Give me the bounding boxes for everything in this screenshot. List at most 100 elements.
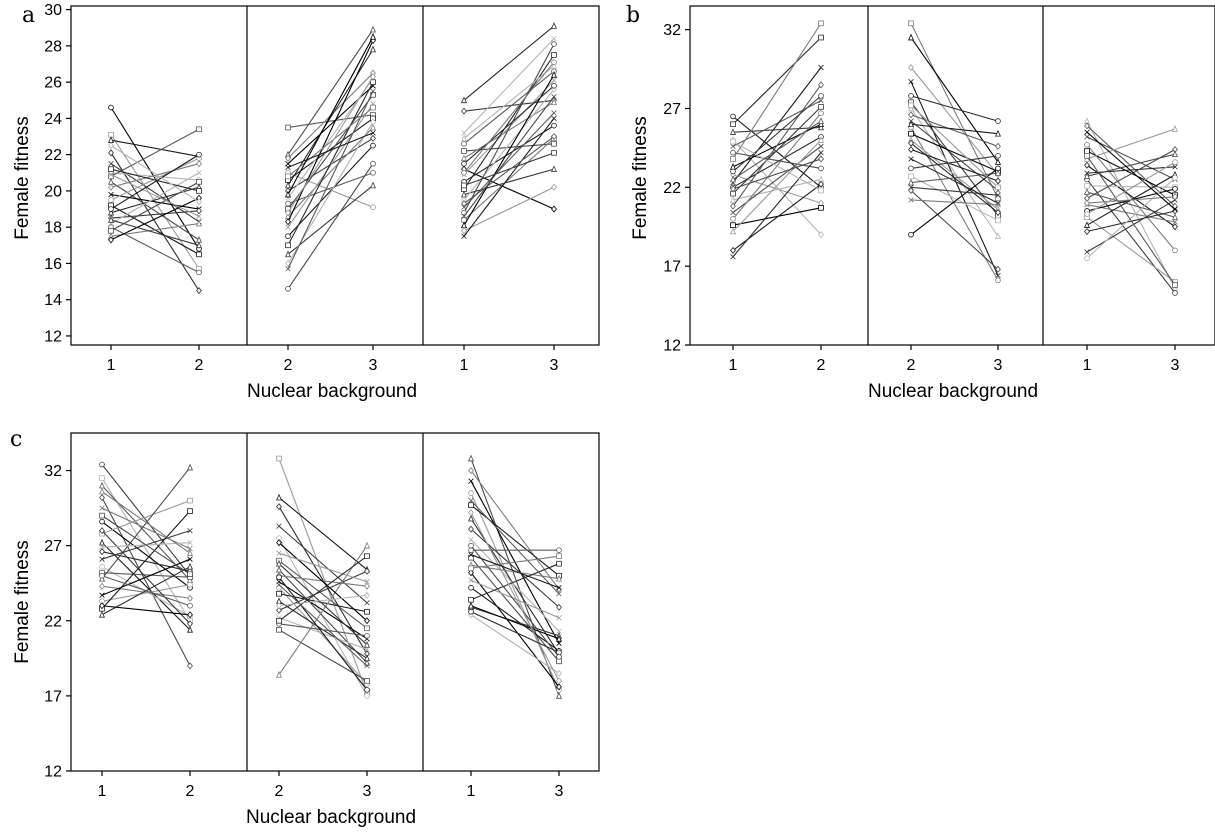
panel-a-sub2-line-22	[287, 36, 374, 195]
panel-a-y-axis-title: Female fitness	[12, 116, 33, 240]
panel-b-sub3-point-6-end	[1171, 125, 1179, 132]
panel-a-sub2-point-22-start	[284, 190, 292, 198]
panel-b-sub2-point-13-start	[908, 145, 914, 154]
panel-b-sub3-point-14-end	[1172, 186, 1178, 192]
panel-c-sub3-point-12-start	[468, 569, 474, 577]
panel-c-sub3-line-7	[470, 528, 560, 608]
panel-a-sub2-point-14-start	[285, 224, 291, 230]
panel-a-sub1-line-16	[110, 226, 200, 273]
panel-c-sub3-line-17	[470, 614, 560, 674]
panel-b-sub3-point-6-start	[1083, 155, 1091, 162]
panel-b-sub3-point-11-end	[1171, 213, 1179, 221]
panel-a-sub2-point-15-start	[285, 233, 291, 240]
panel-b-sub3-line-22	[1086, 196, 1176, 204]
panel-b-sub1-line-18	[732, 139, 822, 232]
panel-c-sub1-point-18-start	[98, 610, 106, 618]
panel-b-sub1-point-14-start	[730, 202, 736, 210]
panel-b-sub3-line-19	[1086, 177, 1176, 259]
panel-a-sub2-line-23	[287, 76, 374, 213]
panel-b-sub3-line-5	[1086, 150, 1176, 196]
panel-b-sub1-point-18-start	[729, 227, 737, 235]
panel-c-sub2-line-16	[278, 629, 368, 682]
panel-a-sub3-point-6-start	[460, 154, 468, 162]
panel-b-sub3-line-20	[1086, 155, 1176, 286]
panel-b-sub2-point-10-end	[995, 277, 1001, 284]
panel-c-sub2-line-7	[278, 569, 368, 664]
panel-a-sub2-point-19-start	[285, 266, 291, 272]
panel-b-sub2-point-7-end	[994, 232, 1002, 240]
panel-c-sub1-point-10-start	[99, 556, 105, 562]
panel-a-sub3-line-12	[463, 89, 555, 201]
panel-a-y-tick-label: 14	[44, 292, 62, 309]
panel-a-sub2-point-1-start	[285, 124, 291, 131]
panel-c-sub3-line-12	[470, 572, 560, 688]
panel-c-sub1-line-21	[101, 575, 191, 607]
panel-c-sub2-point-21-end	[364, 553, 370, 559]
panel-b-sub3-point-20-end	[1172, 282, 1178, 288]
panel-c-sub3-point-18-start	[468, 497, 474, 504]
panel-a-sub1-point-15-end	[196, 170, 202, 176]
panel-c-sub2-point-22-end	[363, 640, 371, 648]
panel-a-sub1-point-4-end	[196, 287, 202, 295]
panel-b-sub2-point-5-end	[995, 118, 1001, 124]
panel-c-sub2-line-4	[278, 525, 368, 604]
panel-c-sub1-point-9-start	[99, 548, 105, 556]
panel-a-sub1-line-4	[110, 152, 200, 291]
panel-a-sub3-point-16-end	[550, 71, 558, 78]
panel-a-sub2-point-21-start	[285, 173, 291, 180]
panel-c-sub3-point-13-start	[468, 577, 474, 583]
panel-b-sub2-point-3-start	[908, 63, 914, 72]
panel-a-sub3-point-10-end	[551, 52, 557, 58]
panel-c-label: c	[10, 427, 22, 452]
panel-a-sub2-point-12-end	[369, 123, 377, 131]
panel-a-sub3-line-3	[463, 38, 555, 134]
panel-b-sub3-point-22-end	[1172, 193, 1178, 201]
panel-b-y-tick-label: 12	[663, 338, 681, 355]
panel-a-sub3-point-6-end	[550, 98, 558, 105]
panel-c-sub2-point-15-end	[364, 632, 370, 639]
panel-c-sub1-point-19-end	[187, 620, 193, 628]
panel-b-sub2-line-6	[910, 101, 999, 217]
panel-c-sub2-point-23-start	[276, 602, 282, 610]
panel-c-sub3-point-1-start	[467, 454, 475, 462]
panel-b-sub1-point-21-end	[818, 93, 824, 99]
panel-c-x-tick-label: 3	[363, 783, 372, 800]
panel-c-sub1-point-21-start	[99, 572, 105, 579]
panel-c-y-tick-label: 22	[44, 613, 62, 630]
panel-b-sub3-point-22-start	[1084, 199, 1090, 207]
panel-c-sub1-point-4-start	[99, 494, 105, 502]
panel-c-sub2-line-18	[278, 542, 368, 622]
panel-b-sub2-line-22	[910, 123, 999, 135]
panel-b-sub3-point-23-end	[1172, 206, 1178, 213]
panel-a-sub2-point-10-end	[370, 169, 376, 176]
panel-a-sub3-point-14-end	[551, 41, 557, 47]
panel-c-sub2-point-24-end	[364, 663, 370, 669]
panel-a-sub2-point-10-start	[285, 200, 291, 207]
panel-c-sub2-point-17-end	[363, 541, 371, 549]
panel-c-sub3-point-22-end	[556, 677, 562, 685]
panel-c-sub3-point-8-start	[468, 536, 474, 543]
panel-a-sub3-line-23	[463, 96, 555, 217]
panel-c-sub3-point-24-start	[468, 608, 474, 615]
panel-a-sub1-point-14-end	[196, 207, 202, 215]
panel-b-sub1-point-6-end	[818, 165, 824, 172]
panel-a-sub1-line-24	[110, 145, 200, 203]
panel-a-sub1-line-23	[110, 219, 200, 246]
panel-c-x-tick-label: 2	[186, 783, 195, 800]
panel-a-sub1-line-13	[110, 186, 200, 214]
panel-c-sub3-line-14	[470, 587, 560, 652]
panel-a-sub1-line-10	[110, 193, 200, 210]
panel-b-sub3-point-19-start	[1084, 255, 1090, 262]
panel-a-y-tick-label: 26	[44, 75, 62, 92]
panel-b-sub2-line-8	[910, 114, 999, 147]
panel-a-y-tick-label: 20	[44, 183, 62, 200]
panel-b-sub2-line-23	[910, 142, 999, 213]
panel-b-sub1-point-16-start	[730, 216, 736, 222]
panel-c-sub3-point-19-start	[468, 542, 474, 549]
panel-c-sub2-point-16-end	[364, 678, 370, 684]
panel-c-sub1-line-5	[101, 507, 191, 550]
panel-b-sub2-point-11-start	[908, 130, 914, 137]
panel-c-sub3-point-20-start	[468, 565, 474, 571]
panel-b-sub1-point-18-end	[817, 136, 825, 143]
panel-c-sub1-point-21-end	[187, 602, 193, 609]
